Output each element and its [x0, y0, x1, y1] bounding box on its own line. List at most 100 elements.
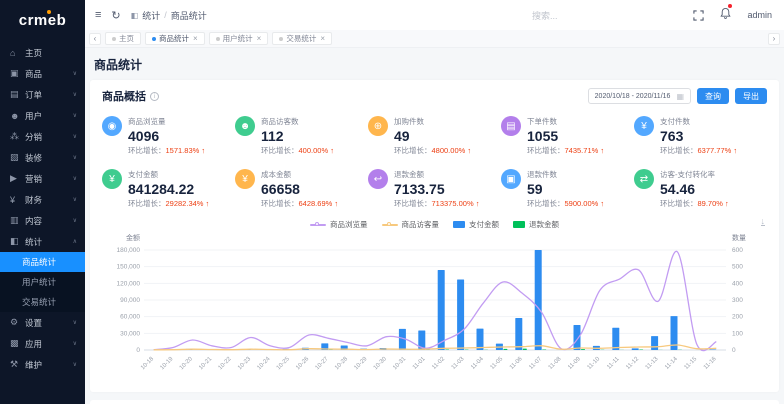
query-button[interactable]: 查询: [697, 88, 729, 104]
sidebar-item-统计[interactable]: ◧ 统计 ∧: [0, 231, 85, 252]
tab-dot-icon: [112, 36, 116, 41]
legend-item-商品浏览量[interactable]: 商品浏览量: [310, 219, 368, 230]
growth-label: 环比增长：: [527, 199, 565, 208]
marketing-icon: ▶: [10, 173, 17, 183]
growth-label: 环比增长：: [261, 146, 299, 155]
tab-交易统计[interactable]: 交易统计 ×: [272, 32, 333, 45]
breadcrumb-page: 商品统计: [170, 10, 207, 21]
svg-text:10-31: 10-31: [392, 356, 408, 372]
svg-text:500: 500: [732, 264, 743, 271]
growth-label: 环比增长：: [261, 199, 299, 208]
growth-label: 环比增长：: [660, 146, 698, 155]
tab-label: 交易统计: [286, 34, 317, 43]
stat-card-label: 支付金额: [128, 170, 158, 179]
growth-value: 6428.69%: [298, 199, 333, 208]
stat-card-growth: 环比增长：400.00% ↑: [261, 145, 334, 156]
svg-text:10-25: 10-25: [276, 356, 292, 372]
sidebar-item-主页[interactable]: ⌂ 主页: [0, 42, 85, 63]
legend-marker: [381, 221, 398, 228]
growth-label: 环比增长：: [128, 146, 166, 155]
growth-value: 713375.00%: [431, 199, 474, 208]
chart-line-商品访客量: [153, 344, 717, 351]
chevron-down-icon: ∨: [72, 320, 77, 326]
sidebar-item-应用[interactable]: ▩ 应用 ∨: [0, 333, 85, 354]
sidebar-item-设置[interactable]: ⚙ 设置 ∨: [0, 312, 85, 333]
views-icon: ◉: [102, 116, 122, 136]
chevron-down-icon: ∨: [72, 218, 77, 224]
search-input[interactable]: 搜索...: [531, 10, 558, 21]
close-icon[interactable]: ×: [193, 34, 198, 43]
tabs-scroll-left-icon[interactable]: ‹: [89, 32, 101, 45]
sidebar-subitem-商品统计[interactable]: 商品统计: [0, 252, 85, 272]
tab-用户统计[interactable]: 用户统计 ×: [208, 32, 269, 45]
sidebar-subitem-用户统计[interactable]: 用户统计: [22, 277, 57, 287]
page-content: 商品统计 商品概括 i 2020/10/18 - 2020/11/16 ▦ 查询…: [85, 48, 784, 404]
sidebar-item-label: 商品: [25, 68, 43, 79]
stat-card: ⇄ 访客-支付转化率 54.46 环比增长：89.70% ↑: [634, 169, 767, 209]
legend-marker: [513, 221, 525, 228]
tab-主页[interactable]: 主页: [105, 32, 141, 45]
legend-item-商品访客量[interactable]: 商品访客量: [381, 219, 439, 230]
sidebar-item-财务[interactable]: ¥ 财务 ∨: [0, 189, 85, 210]
legend-item-支付金额[interactable]: 支付金额: [453, 219, 499, 230]
page-title: 商品统计: [94, 58, 143, 72]
content-icon: ▥: [10, 215, 19, 225]
stat-card-growth: 环比增长：713375.00% ↑: [394, 198, 479, 209]
sidebar-item-分销[interactable]: ⁂ 分销 ∨: [0, 126, 85, 147]
tabs-scroll-right-icon[interactable]: ›: [768, 32, 780, 45]
up-arrow-icon: ↑: [203, 199, 210, 208]
sidebar-subitem-交易统计[interactable]: 交易统计: [22, 297, 57, 307]
sidebar: crmeb ⌂ 主页 ▣ 商品 ∨ ▤ 订单 ∨ ☻ 用户 ∨ ⁂ 分销 ∨ ▧ 装修 ∨ ▶ 营销 ∨ ¥ 财务 ∨ ▥ 内容…: [0, 0, 85, 404]
svg-text:300: 300: [732, 297, 743, 304]
fullscreen-icon[interactable]: [693, 9, 705, 21]
notifications-bell-icon[interactable]: [720, 4, 733, 24]
tab-商品统计[interactable]: 商品统计 ×: [145, 32, 205, 45]
svg-text:11-06: 11-06: [509, 356, 524, 371]
sidebar-item-label: 营销: [25, 173, 43, 184]
hamburger-icon[interactable]: ≡: [95, 9, 102, 21]
growth-value: 4800.00%: [431, 146, 466, 155]
sidebar-item-维护[interactable]: ⚒ 维护 ∨: [0, 354, 85, 375]
sidebar-item-用户[interactable]: ☻ 用户 ∨: [0, 105, 85, 126]
svg-text:金额: 金额: [126, 233, 140, 242]
sidebar-item-营销[interactable]: ▶ 营销 ∨: [0, 168, 85, 189]
breadcrumb-separator: /: [164, 10, 167, 20]
user-menu[interactable]: admin: [747, 10, 772, 20]
chart-download-icon[interactable]: ↓: [760, 216, 765, 226]
svg-text:10-27: 10-27: [315, 356, 331, 372]
date-range-picker[interactable]: 2020/10/18 - 2020/11/16 ▦: [587, 88, 691, 104]
chevron-down-icon: ∨: [72, 134, 77, 140]
svg-text:120,000: 120,000: [117, 280, 141, 287]
export-button[interactable]: 导出: [735, 88, 767, 104]
sidebar-item-商品[interactable]: ▣ 商品 ∨: [0, 63, 85, 84]
brand-logo[interactable]: crmeb: [0, 0, 85, 40]
sidebar-item-label: 装修: [25, 152, 43, 163]
apps-icon: ▩: [10, 338, 19, 348]
close-icon[interactable]: ×: [320, 34, 326, 43]
tab-label: 主页: [119, 34, 134, 43]
close-icon[interactable]: ×: [256, 34, 262, 43]
svg-text:100: 100: [732, 330, 743, 337]
stat-card-growth: 环比增长：6428.69% ↑: [261, 198, 338, 209]
tab-label: 用户统计: [222, 34, 253, 43]
svg-text:11-09: 11-09: [567, 356, 582, 371]
chart-axis-labels: 0 0 30,000 100 60,000 200 90,000 300 120,000 400 1…: [117, 233, 747, 354]
breadcrumb-section[interactable]: 统计: [142, 10, 161, 21]
info-icon[interactable]: i: [150, 91, 159, 101]
svg-text:10-26: 10-26: [295, 356, 311, 372]
distribution-icon: ⁂: [10, 131, 19, 141]
chevron-down-icon: ∨: [72, 71, 77, 77]
legend-item-退款金额[interactable]: 退款金额: [513, 219, 559, 230]
svg-text:11-16: 11-16: [703, 356, 718, 371]
sidebar-item-装修[interactable]: ▧ 装修 ∨: [0, 147, 85, 168]
overview-title: 商品概括: [102, 91, 146, 103]
svg-text:10-21: 10-21: [198, 356, 214, 372]
refresh-icon[interactable]: ↻: [111, 9, 121, 22]
chart-bars-支付金额: [166, 250, 717, 350]
next-panel: [90, 400, 779, 404]
svg-text:0: 0: [732, 347, 736, 354]
home-icon: ⌂: [10, 47, 16, 58]
sidebar-item-订单[interactable]: ▤ 订单 ∨: [0, 84, 85, 105]
sidebar-item-内容[interactable]: ▥ 内容 ∨: [0, 210, 85, 231]
up-arrow-icon: ↑: [332, 199, 339, 208]
